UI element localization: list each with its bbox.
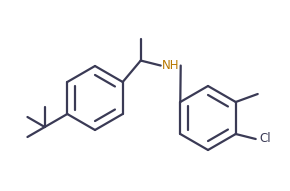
Text: NH: NH [162,59,180,72]
Text: Cl: Cl [259,133,271,146]
